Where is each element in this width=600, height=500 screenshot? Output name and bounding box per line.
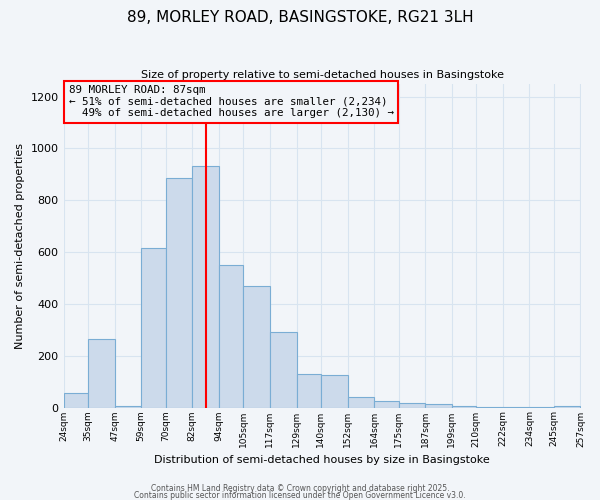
Title: Size of property relative to semi-detached houses in Basingstoke: Size of property relative to semi-detach… (140, 70, 503, 80)
Text: Contains HM Land Registry data © Crown copyright and database right 2025.: Contains HM Land Registry data © Crown c… (151, 484, 449, 493)
Bar (425, 404, 452, 407)
X-axis label: Distribution of semi-detached houses by size in Basingstoke: Distribution of semi-detached houses by … (154, 455, 490, 465)
Bar (64, 394, 88, 407)
Bar (88, 339, 115, 407)
Y-axis label: Number of semi-detached properties: Number of semi-detached properties (15, 142, 25, 348)
Bar (398, 403, 425, 407)
Bar (296, 374, 321, 408)
Bar (503, 407, 529, 408)
Bar (243, 286, 270, 408)
Bar (141, 248, 166, 408)
Text: 89 MORLEY ROAD: 87sqm
← 51% of semi-detached houses are smaller (2,234)
  49% of: 89 MORLEY ROAD: 87sqm ← 51% of semi-deta… (69, 85, 394, 118)
Bar (321, 375, 347, 408)
Bar (374, 401, 398, 407)
Bar (166, 178, 192, 408)
Bar (452, 406, 476, 407)
Text: Contains public sector information licensed under the Open Government Licence v3: Contains public sector information licen… (134, 491, 466, 500)
Bar (219, 265, 243, 408)
Bar (115, 406, 141, 407)
Bar (476, 406, 503, 408)
Bar (554, 406, 580, 407)
Bar (270, 332, 296, 407)
Bar (192, 166, 219, 408)
Bar (347, 397, 374, 407)
Text: 89, MORLEY ROAD, BASINGSTOKE, RG21 3LH: 89, MORLEY ROAD, BASINGSTOKE, RG21 3LH (127, 10, 473, 25)
